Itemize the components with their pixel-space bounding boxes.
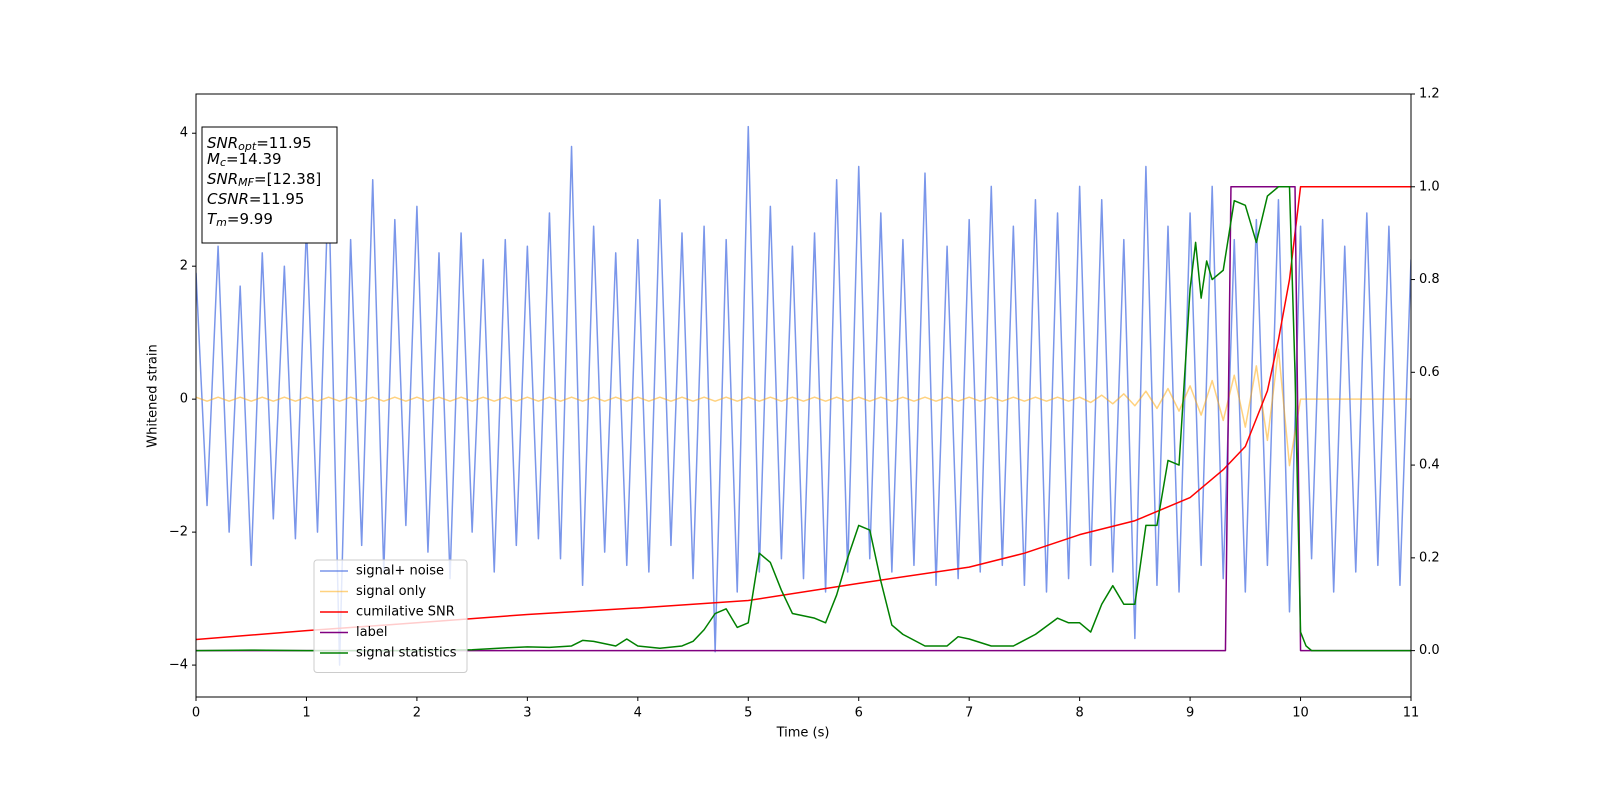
y-tick-label: 0 [180,392,188,407]
annotation-text: =[12.38] [254,170,321,188]
y2-tick-label: 0.0 [1419,643,1440,658]
x-tick-label: 5 [744,706,752,721]
x-tick-label: 10 [1292,706,1309,721]
x-tick-label: 7 [965,706,973,721]
annotation-text: =11.95 [249,190,305,208]
legend-label: cumilative SNR [356,605,455,620]
y2-tick-label: 0.6 [1419,365,1440,380]
x-axis-label: Time (s) [776,726,830,741]
annotation-box [201,126,338,244]
annotation: SNRMF=[12.38] [207,170,321,190]
y-tick-label: −4 [169,658,188,673]
annotation-sub: opt [238,140,257,153]
plot-area [196,125,1411,666]
annotation-sub: c [220,156,226,169]
x-tick-label: 0 [192,706,200,721]
series-line [196,348,1411,467]
annotation-symbol: T [207,210,218,228]
annotation-symbol: SNR [207,170,238,188]
annotation-text: =14.39 [226,150,282,168]
y2-tick-label: 1.2 [1419,87,1440,102]
annotation: Tm=9.99 [207,210,273,230]
annotation-sub: MF [238,176,254,189]
annotation-text: =11.95 [256,134,312,152]
x-tick-label: 8 [1075,706,1083,721]
x-tick-label: 2 [413,706,421,721]
x-tick-label: 4 [634,706,642,721]
annotation-symbol: CSNR [207,190,249,208]
annotation-text: =9.99 [227,210,273,228]
x-tick-label: 6 [855,706,863,721]
annotation-sub: m [216,216,227,229]
x-tick-label: 9 [1186,706,1194,721]
legend-label: signal only [356,584,426,599]
y-tick-label: −2 [169,525,188,540]
legend-label: signal statistics [356,646,457,661]
series-line [196,186,1411,652]
annotation-symbol: M [207,150,220,168]
series-line [196,125,1411,666]
axes-frame [195,93,1412,698]
annotation-symbol: SNR [207,134,238,152]
series-line [196,186,1411,641]
annotation: CSNR=11.95 [207,190,304,208]
legend-box [313,559,468,673]
x-tick-label: 1 [302,706,310,721]
y-tick-label: 2 [180,259,188,274]
x-tick-label: 11 [1403,706,1420,721]
y2-tick-label: 0.4 [1419,458,1440,473]
annotation: SNRopt=11.95 [207,134,312,154]
y-axis-label: Whitened strain [146,344,161,447]
y-tick-label: 4 [180,126,188,141]
y2-tick-label: 0.8 [1419,272,1440,287]
legend-label: signal+ noise [356,564,444,579]
y2-tick-label: 0.2 [1419,550,1440,565]
annotation: Mc=14.39 [207,150,282,170]
x-tick-label: 3 [523,706,531,721]
y2-tick-label: 1.0 [1419,179,1440,194]
legend-label: label [356,625,387,640]
